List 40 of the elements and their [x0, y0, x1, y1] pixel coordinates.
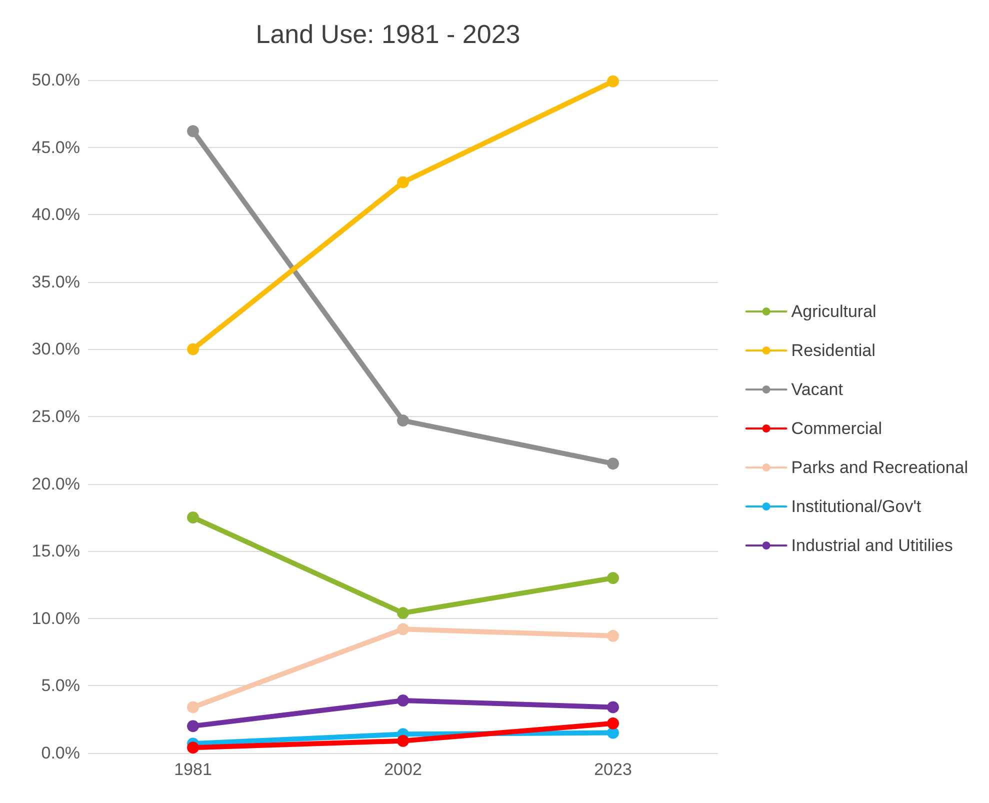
- point: [187, 511, 199, 524]
- y-tick-label: 10.0%: [32, 608, 80, 628]
- y-tick-label: 5.0%: [41, 676, 80, 696]
- point: [187, 125, 199, 138]
- point: [607, 75, 619, 88]
- point: [607, 572, 619, 584]
- point: [187, 720, 199, 732]
- point: [397, 734, 409, 747]
- point: [397, 607, 409, 620]
- y-tick-label: 15.0%: [32, 542, 80, 561]
- y-tick-label: 35.0%: [32, 272, 80, 292]
- y-tick-label: 40.0%: [32, 205, 80, 224]
- point: [187, 742, 199, 754]
- y-tick-label: 0.0%: [41, 744, 80, 762]
- point: [187, 701, 199, 714]
- point: [607, 458, 619, 470]
- point: [397, 694, 409, 707]
- point: [607, 701, 619, 714]
- y-tick-label: 30.0%: [32, 340, 80, 359]
- x-tick-label: 1981: [174, 760, 212, 779]
- legend-label: Industrial and Utitilies: [791, 536, 953, 555]
- y-tick-label: 45.0%: [32, 138, 80, 157]
- legend-label: Institutional/Gov't: [791, 497, 922, 516]
- point: [397, 176, 409, 188]
- y-tick-label: 50.0%: [32, 70, 80, 90]
- point: [397, 414, 409, 427]
- legend-label: Parks and Recreational: [791, 458, 968, 477]
- point: [187, 343, 199, 356]
- legend-label: Commercial: [791, 419, 882, 438]
- point: [607, 717, 619, 730]
- point: [397, 623, 409, 636]
- legend-label: Agricultural: [791, 302, 876, 321]
- legend-label: Vacant: [791, 380, 844, 399]
- x-tick-label: 2023: [594, 760, 632, 779]
- point: [607, 630, 619, 642]
- chart-title: Land Use: 1981 - 2023: [256, 19, 520, 49]
- y-tick-label: 25.0%: [32, 407, 80, 426]
- legend-label: Residential: [791, 341, 876, 360]
- x-tick-label: 2002: [384, 760, 422, 779]
- y-tick-label: 20.0%: [32, 474, 80, 494]
